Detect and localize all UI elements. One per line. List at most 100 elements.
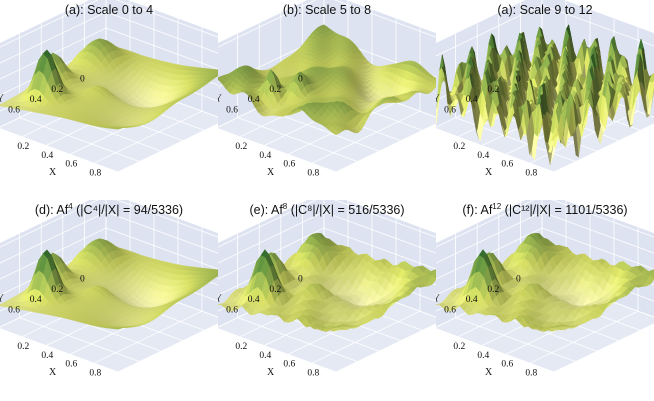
panel-e-af8: 00.20.40.60.800.20.40.60.800.20.40.60.81… bbox=[218, 200, 436, 378]
x-axis-label: X bbox=[49, 367, 57, 378]
panel-title: (b): Scale 5 to 8 bbox=[283, 3, 371, 17]
title-prefix: (a): Scale 9 to 12 bbox=[497, 3, 592, 17]
grid-line bbox=[436, 128, 555, 173]
surface-cell bbox=[113, 127, 122, 130]
grid-line bbox=[93, 110, 203, 164]
x-tick-label: 0.8 bbox=[89, 168, 101, 178]
y-tick-label: 0 bbox=[80, 274, 85, 284]
surface-cell bbox=[433, 78, 436, 81]
grid-line bbox=[93, 310, 203, 364]
grid-line bbox=[19, 317, 140, 362]
surface-cell bbox=[651, 73, 654, 84]
x-tick-label: 0.8 bbox=[525, 168, 537, 178]
grid-line bbox=[335, 123, 436, 173]
y-tick-label: 0.6 bbox=[444, 106, 456, 116]
surface bbox=[0, 238, 218, 330]
y-tick-label: 0.6 bbox=[8, 106, 20, 116]
grid-line bbox=[117, 323, 218, 373]
x-tick-label: 0.6 bbox=[501, 160, 513, 170]
grid-line bbox=[0, 211, 218, 264]
y-tick-label: 0.6 bbox=[226, 106, 238, 116]
panel-b-scale-5-8: 00.20.40.60.800.20.40.60.8-0.200.2XYZ(b)… bbox=[211, 0, 436, 178]
surface bbox=[436, 24, 654, 166]
grid-line bbox=[0, 27, 218, 80]
grid-line bbox=[218, 211, 436, 264]
grid-line bbox=[0, 227, 218, 280]
x-tick-label: 0.2 bbox=[17, 342, 29, 352]
x-axis-label: X bbox=[267, 167, 275, 178]
x-tick-label: 0 bbox=[429, 133, 434, 143]
surface bbox=[218, 24, 436, 136]
y-tick-label: 0.2 bbox=[487, 85, 499, 95]
surface-cell bbox=[332, 129, 340, 136]
y-tick-label: 0.4 bbox=[466, 95, 478, 105]
y-tick-label: 0.4 bbox=[30, 95, 42, 105]
grid-line bbox=[218, 0, 436, 48]
x-tick-label: 0.2 bbox=[17, 142, 29, 152]
grid-line bbox=[218, 128, 337, 173]
panel-a-scale-0-4: 00.20.40.60.800.20.40.60.800.20.40.60.81… bbox=[0, 0, 218, 178]
wall-left bbox=[218, 0, 324, 128]
surface bbox=[0, 38, 218, 130]
panel-d-af4: 00.20.40.60.800.20.40.60.800.20.40.60.81… bbox=[0, 200, 218, 378]
y-tick-label: 0.2 bbox=[51, 85, 63, 95]
title-prefix: (a): Scale 0 to 4 bbox=[65, 3, 153, 17]
y-tick-label: 0 bbox=[516, 74, 521, 84]
title-sup: 4 bbox=[68, 202, 73, 211]
y-tick-label: 0.2 bbox=[269, 85, 281, 95]
panel-title: (a): Scale 0 to 4 bbox=[65, 3, 153, 17]
grid-line bbox=[237, 317, 358, 362]
surface-cell bbox=[213, 272, 218, 276]
x-tick-label: 0.8 bbox=[89, 368, 101, 378]
grid-line bbox=[311, 110, 421, 164]
grid-line bbox=[0, 200, 218, 248]
x-axis-label: X bbox=[49, 167, 57, 178]
grid-line bbox=[19, 117, 140, 162]
panel-title: (d): Af4 (|C⁴|/|X| = 94/5336) bbox=[35, 202, 183, 217]
grid-line bbox=[218, 200, 436, 248]
y-tick-label: 0 bbox=[298, 74, 303, 84]
grid-line bbox=[0, 11, 218, 64]
surface-cell bbox=[113, 327, 122, 330]
x-tick-label: 0.6 bbox=[283, 160, 295, 170]
x-tick-label: 0.2 bbox=[453, 142, 465, 152]
x-tick-label: 0.6 bbox=[65, 160, 77, 170]
x-tick-label: 0.6 bbox=[65, 360, 77, 370]
x-tick-label: 0.2 bbox=[235, 142, 247, 152]
title-suffix: (|C⁴|/|X| = 94/5336) bbox=[73, 203, 183, 217]
y-tick-label: 0.4 bbox=[30, 295, 42, 305]
grid-line bbox=[237, 117, 358, 162]
grid-line bbox=[436, 4, 654, 57]
title-prefix: (d): Af bbox=[35, 203, 69, 217]
grid-line bbox=[335, 323, 436, 373]
surface-cell bbox=[213, 72, 218, 76]
panel-c-scale-9-12: 00.20.40.60.800.20.40.60.800.05XYZ(a): S… bbox=[429, 0, 654, 178]
grid-line bbox=[311, 310, 421, 364]
grid-line bbox=[0, 328, 119, 373]
grid-line bbox=[553, 123, 654, 173]
y-axis-label: Y bbox=[0, 94, 4, 105]
title-prefix: (b): Scale 5 to 8 bbox=[283, 3, 371, 17]
x-axis-label: X bbox=[485, 167, 493, 178]
x-tick-label: 0.4 bbox=[477, 151, 489, 161]
x-tick-label: 0.4 bbox=[41, 351, 53, 361]
y-axis-label: Y bbox=[433, 94, 440, 105]
x-tick-label: 0.8 bbox=[307, 168, 319, 178]
x-tick-label: 0.4 bbox=[41, 151, 53, 161]
grid-line bbox=[0, 0, 218, 48]
x-tick-label: 0 bbox=[211, 133, 216, 143]
grid-line bbox=[218, 227, 436, 280]
panel-title: (a): Scale 9 to 12 bbox=[497, 3, 592, 17]
y-tick-label: 0.2 bbox=[51, 285, 63, 295]
y-tick-label: 0.6 bbox=[8, 306, 20, 316]
y-axis-label: Y bbox=[0, 294, 4, 305]
x-tick-label: 0.4 bbox=[259, 151, 271, 161]
y-tick-label: 0 bbox=[80, 74, 85, 84]
y-tick-label: 0.4 bbox=[248, 95, 260, 105]
surface-cell bbox=[550, 126, 557, 142]
y-axis-label: Y bbox=[215, 94, 222, 105]
grid-line bbox=[0, 128, 119, 173]
surface bbox=[218, 232, 436, 333]
grid-line bbox=[218, 328, 337, 373]
